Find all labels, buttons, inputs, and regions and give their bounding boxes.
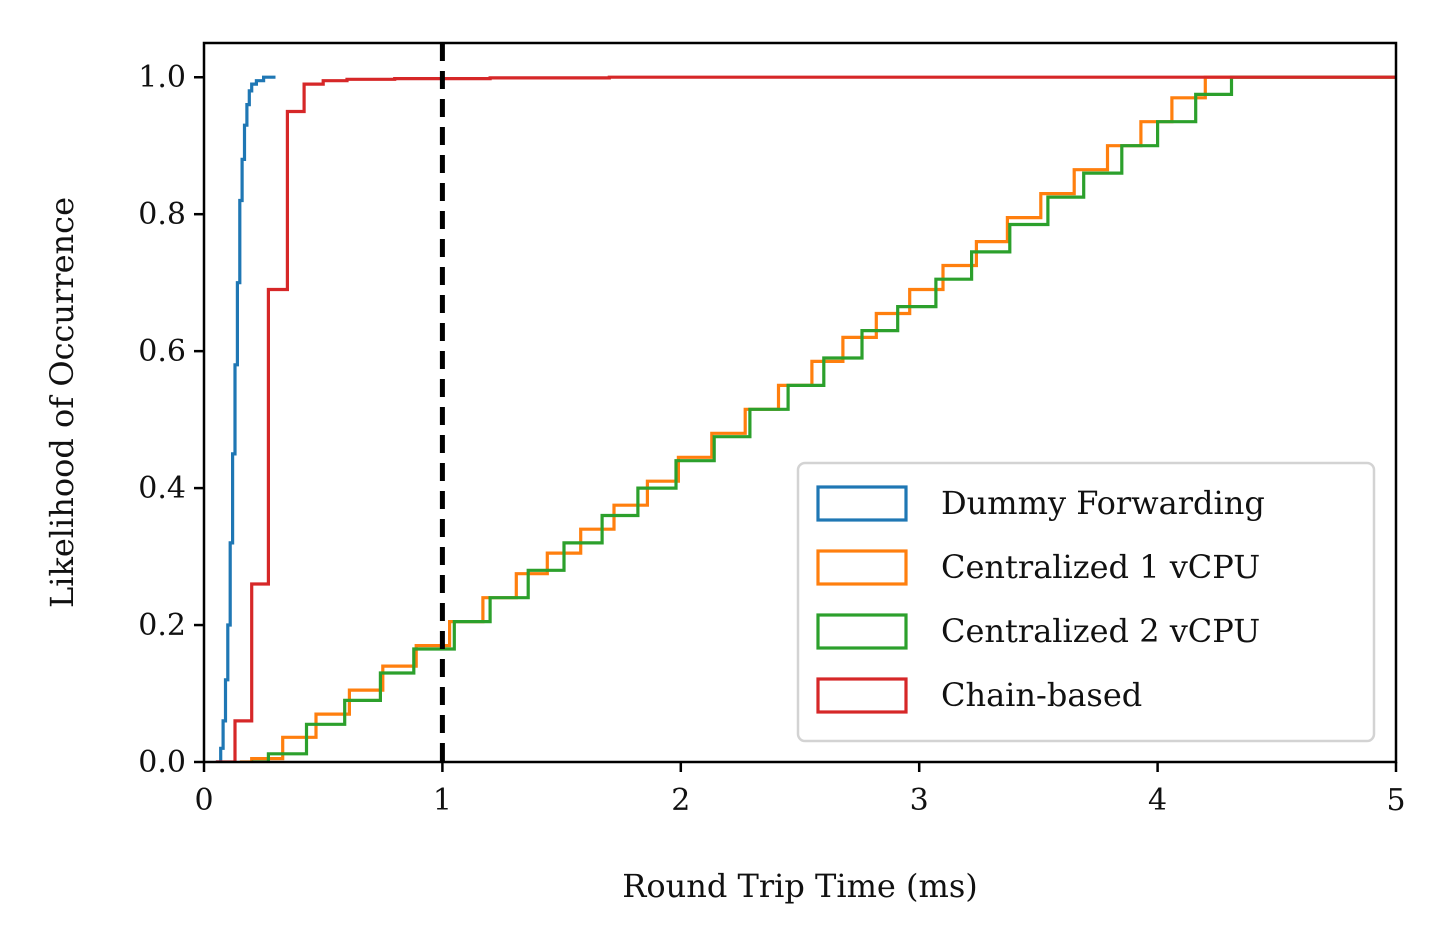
y-tick-label: 0.0 bbox=[138, 745, 186, 780]
y-tick-label: 0.4 bbox=[138, 471, 186, 506]
x-tick-label: 2 bbox=[671, 783, 690, 818]
y-tick-label: 0.8 bbox=[138, 197, 186, 232]
legend-label: Centralized 1 vCPU bbox=[941, 548, 1260, 586]
legend-swatch bbox=[816, 549, 908, 586]
x-tick-label: 1 bbox=[433, 783, 452, 818]
y-axis-ticks: 0.0 0.2 0.4 0.6 0.8 1.0 bbox=[138, 60, 204, 780]
x-tick-label: 3 bbox=[910, 783, 929, 818]
legend-label: Centralized 2 vCPU bbox=[941, 612, 1260, 650]
x-axis-label: Round Trip Time (ms) bbox=[622, 867, 978, 905]
y-tick-label: 1.0 bbox=[138, 60, 186, 95]
series-line-2 bbox=[251, 75, 1396, 762]
series-line-1 bbox=[239, 75, 1396, 762]
legend-swatch bbox=[816, 677, 908, 714]
y-axis-label: Likelihood of Occurrence bbox=[43, 197, 81, 608]
legend-label: Dummy Forwarding bbox=[941, 484, 1265, 522]
y-tick-label: 0.2 bbox=[138, 608, 186, 643]
legend-label: Chain-based bbox=[941, 676, 1142, 714]
legend: Dummy Forwarding Centralized 1 vCPU Centra… bbox=[796, 461, 1376, 743]
series-layer bbox=[215, 75, 1396, 762]
plot-frame bbox=[202, 41, 1398, 764]
legend-swatch bbox=[816, 613, 908, 650]
x-tick-label: 4 bbox=[1148, 783, 1167, 818]
legend-box bbox=[796, 461, 1376, 743]
x-axis-ticks: 0 1 2 3 4 5 bbox=[194, 762, 1406, 818]
x-tick-label: 5 bbox=[1386, 783, 1405, 818]
legend-swatch bbox=[816, 485, 908, 522]
y-tick-label: 0.6 bbox=[138, 334, 186, 369]
series-line-3 bbox=[215, 75, 1396, 762]
series-line-0 bbox=[215, 75, 276, 762]
x-tick-label: 0 bbox=[194, 783, 213, 818]
